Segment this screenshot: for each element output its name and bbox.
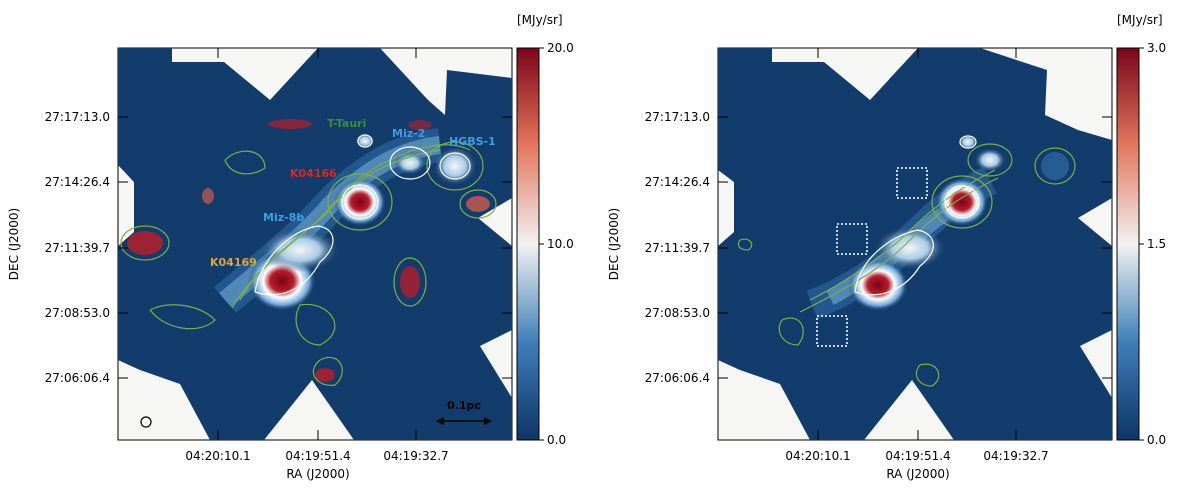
colorbar-unit: [MJy/sr] [517, 13, 563, 27]
dec-tick: 27:17:13.0 [645, 110, 710, 124]
y-axis-label: DEC (J2000) [7, 208, 21, 280]
colorbar-tick: 0.0 [547, 433, 566, 447]
dec-tick: 27:08:53.0 [645, 306, 710, 320]
dec-tick: 27:11:39.7 [45, 241, 110, 255]
ra-tick: 04:19:51.4 [885, 449, 950, 463]
colorbar [1116, 47, 1140, 441]
colorbar-unit: [MJy/sr] [1117, 13, 1163, 27]
x-axis-label: RA (J2000) [886, 467, 949, 481]
right-map-panel: 27:17:13.0 27:14:26.4 27:11:39.7 27:08:5… [600, 0, 1200, 492]
source-label-miz-2: Miz-2 [392, 127, 425, 140]
dec-tick: 27:08:53.0 [45, 306, 110, 320]
dec-tick: 27:14:26.4 [45, 175, 110, 189]
dec-tick: 27:17:13.0 [45, 110, 110, 124]
source-label-t-tauri: T-Tauri [327, 117, 366, 130]
x-axis-label: RA (J2000) [286, 467, 349, 481]
ra-tick: 04:20:10.1 [185, 449, 250, 463]
reference-boxes [816, 167, 928, 347]
colorbar-tick: 0.0 [1147, 433, 1166, 447]
colorbar-tick: 3.0 [1147, 41, 1166, 55]
map-image [718, 48, 1112, 440]
ra-tick: 04:19:32.7 [383, 449, 448, 463]
dec-tick: 27:06:06.4 [45, 371, 110, 385]
y-axis-label: DEC (J2000) [607, 208, 621, 280]
colorbar [516, 47, 540, 441]
map-image [118, 48, 512, 440]
colorbar-tick: 10.0 [547, 237, 574, 251]
source-miz8b-emission [260, 228, 340, 272]
left-map-panel: 27:17:13.0 27:14:26.4 27:11:39.7 27:08:5… [0, 0, 600, 492]
source-label-k04169: K04169 [210, 256, 257, 269]
contours [120, 141, 497, 386]
source-core-south [848, 259, 908, 311]
scale-bar-label: 0.1pc [447, 399, 481, 412]
source-label-miz-8b: Miz-8b [263, 211, 304, 224]
ra-tick: 04:20:10.1 [785, 449, 850, 463]
source-hgbs1-emission [433, 146, 477, 186]
source-core-north [936, 178, 988, 226]
dec-tick: 27:14:26.4 [645, 175, 710, 189]
colorbar-tick: 20.0 [547, 41, 574, 55]
beam-circle [140, 416, 152, 428]
ra-tick: 04:19:51.4 [285, 449, 350, 463]
ra-tick: 04:19:32.7 [983, 449, 1048, 463]
dec-tick: 27:11:39.7 [645, 241, 710, 255]
dec-tick: 27:06:06.4 [645, 371, 710, 385]
source-label-k04166: K04166 [290, 167, 337, 180]
source-label-hgbs-1: HGBS-1 [449, 135, 496, 148]
colorbar-tick: 1.5 [1147, 237, 1166, 251]
scale-bar [436, 417, 492, 425]
